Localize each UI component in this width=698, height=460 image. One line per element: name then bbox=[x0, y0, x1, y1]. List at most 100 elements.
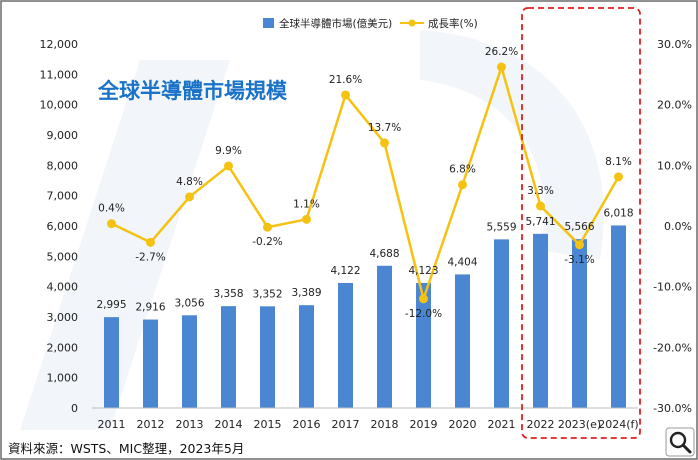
x-tick-label: 2013 bbox=[176, 418, 204, 431]
growth-rate-point bbox=[419, 294, 428, 304]
x-tick-label: 2024(f) bbox=[598, 418, 638, 431]
legend-line-label: 成長率(%) bbox=[428, 17, 478, 30]
line-layer bbox=[107, 62, 623, 304]
y-left-tick-label: 2,000 bbox=[47, 341, 79, 354]
growth-rate-point bbox=[302, 214, 311, 224]
bar-value-label: 4,123 bbox=[408, 265, 438, 277]
bar bbox=[182, 315, 197, 408]
growth-rate-label: 8.1% bbox=[605, 156, 632, 168]
magnifier-icon[interactable] bbox=[665, 427, 695, 457]
growth-rate-label: 1.1% bbox=[293, 198, 320, 210]
bars-layer bbox=[104, 225, 626, 408]
bar bbox=[143, 319, 158, 408]
growth-rate-label: 6.8% bbox=[449, 164, 476, 176]
growth-rate-point bbox=[146, 237, 155, 247]
x-tick-label: 2016 bbox=[293, 418, 321, 431]
x-tick-label: 2012 bbox=[137, 418, 165, 431]
bar bbox=[104, 317, 119, 408]
growth-rate-point bbox=[614, 172, 623, 182]
legend-bar-swatch bbox=[263, 18, 274, 28]
bar bbox=[455, 274, 470, 408]
growth-rate-label: -3.1% bbox=[564, 254, 594, 266]
source-note: 資料來源：WSTS、MIC整理，2023年5月 bbox=[8, 441, 244, 456]
bar bbox=[338, 282, 353, 408]
bar bbox=[260, 306, 275, 408]
bar-value-label: 4,122 bbox=[330, 265, 360, 277]
x-tick-label: 2022 bbox=[527, 418, 555, 431]
bar bbox=[221, 306, 236, 408]
x-tick-label: 2014 bbox=[215, 418, 243, 431]
growth-rate-label: 13.7% bbox=[368, 122, 401, 134]
growth-rate-point bbox=[458, 180, 467, 190]
x-tick-label: 2015 bbox=[254, 418, 282, 431]
y-left-tick-label: 11,000 bbox=[40, 68, 79, 81]
growth-rate-point bbox=[185, 192, 194, 202]
y-left-tick-label: 7,000 bbox=[47, 190, 79, 203]
y-left-tick-label: 4,000 bbox=[47, 281, 79, 294]
legend-bar-label: 全球半導體市場(億美元) bbox=[279, 17, 392, 30]
bar bbox=[494, 239, 509, 408]
y-right-tick-label: 30.0% bbox=[657, 38, 692, 51]
forecast-highlight-box bbox=[521, 7, 641, 439]
x-tick-label: 2019 bbox=[410, 418, 438, 431]
growth-rate-label: -2.7% bbox=[135, 251, 165, 263]
growth-rate-label: 3.3% bbox=[527, 185, 554, 197]
growth-rate-label: 26.2% bbox=[485, 46, 518, 58]
bar-value-label: 3,389 bbox=[291, 287, 321, 299]
bar-value-label: 4,404 bbox=[447, 256, 477, 268]
x-tick-label: 2023(e) bbox=[558, 418, 601, 431]
growth-rate-point bbox=[341, 90, 350, 100]
growth-rate-point bbox=[107, 219, 116, 229]
x-tick-label: 2018 bbox=[371, 418, 399, 431]
growth-rate-line bbox=[110, 65, 620, 301]
y-left-tick-label: 8,000 bbox=[47, 159, 79, 172]
growth-rate-point bbox=[536, 201, 545, 211]
bar-value-label: 3,056 bbox=[174, 297, 204, 309]
bar-value-label: 2,916 bbox=[135, 302, 165, 314]
growth-rate-label: 0.4% bbox=[98, 203, 125, 215]
x-tick-label: 2017 bbox=[332, 418, 360, 431]
growth-rate-point bbox=[575, 240, 584, 250]
y-left-tick-label: 1,000 bbox=[47, 372, 79, 385]
y-right-tick-label: -20.0% bbox=[653, 341, 692, 354]
bar bbox=[611, 225, 626, 408]
y-right-tick-label: -30.0% bbox=[653, 402, 692, 415]
chart-title: 全球半導體市場規模 bbox=[97, 79, 288, 103]
y-left-tick-label: 0 bbox=[71, 402, 78, 415]
y-left-tick-label: 10,000 bbox=[40, 99, 79, 112]
growth-rate-point bbox=[497, 62, 506, 72]
growth-rate-point bbox=[263, 222, 272, 232]
bar-value-label: 2,995 bbox=[96, 299, 126, 311]
bar-value-label: 5,741 bbox=[525, 216, 555, 228]
labels-layer: 2,995 2,916 3,056 3,358 3,352 3,389 4,122 4,688… bbox=[96, 46, 633, 320]
y-right-tick-label: 10.0% bbox=[657, 159, 692, 172]
bar bbox=[299, 305, 314, 408]
y-right-tick-label: 0.0% bbox=[664, 220, 692, 233]
axis-layer: 0 1,000 2,000 3,000 4,000 5,000 6,000 7,000 8,00… bbox=[40, 38, 693, 431]
y-right-tick-label: 20.0% bbox=[657, 99, 692, 112]
y-left-tick-label: 3,000 bbox=[47, 311, 79, 324]
growth-rate-label: 21.6% bbox=[329, 74, 362, 86]
growth-rate-label: -12.0% bbox=[405, 308, 442, 320]
bar-value-label: 4,688 bbox=[369, 248, 399, 260]
growth-rate-label: 4.8% bbox=[176, 176, 203, 188]
y-left-tick-label: 12,000 bbox=[40, 38, 79, 51]
bar-value-label: 5,566 bbox=[564, 221, 594, 233]
bar-value-label: 5,559 bbox=[486, 221, 516, 233]
legend-line-marker bbox=[408, 19, 416, 27]
y-left-tick-label: 5,000 bbox=[47, 250, 79, 263]
x-tick-label: 2011 bbox=[98, 418, 126, 431]
growth-rate-label: 9.9% bbox=[215, 145, 242, 157]
growth-rate-point bbox=[224, 161, 233, 171]
growth-rate-point bbox=[380, 138, 389, 148]
bar bbox=[572, 239, 587, 408]
y-right-tick-label: -10.0% bbox=[653, 281, 692, 294]
bar-value-label: 3,358 bbox=[213, 288, 243, 300]
bar bbox=[377, 265, 392, 408]
bar-value-label: 3,352 bbox=[252, 288, 282, 300]
bar-value-label: 6,018 bbox=[603, 207, 633, 219]
growth-rate-label: -0.2% bbox=[252, 236, 282, 248]
